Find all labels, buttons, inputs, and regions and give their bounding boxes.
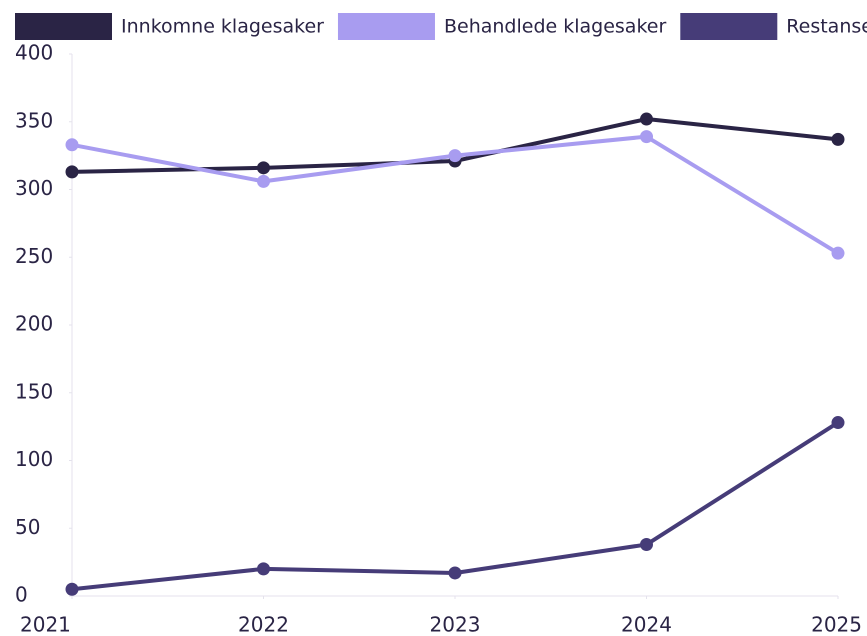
data-point (65, 582, 79, 596)
x-tick-label: 2022 (238, 613, 289, 636)
y-tick-label: 200 (15, 312, 53, 336)
data-point (257, 174, 270, 188)
y-tick-label: 400 (15, 41, 53, 65)
data-point (448, 149, 462, 163)
data-point (65, 138, 79, 152)
legend-swatch (15, 13, 112, 40)
x-tick-label: 2025 (811, 613, 862, 636)
x-tick-label: 2023 (430, 613, 481, 636)
data-point (448, 566, 462, 580)
y-tick-label: 0 (15, 583, 28, 607)
data-point (65, 165, 79, 179)
data-point (640, 112, 653, 126)
y-tick-label: 50 (15, 515, 40, 539)
legend-swatch (337, 13, 435, 40)
x-tick-label: 2024 (621, 613, 672, 636)
y-tick-label: 100 (15, 447, 53, 471)
legend-label: Innkomne klagesaker (121, 16, 324, 38)
legend-label: Restanse (786, 16, 867, 38)
x-tick-label: 2021 (20, 613, 71, 636)
legend-swatch (680, 13, 778, 40)
data-point (640, 538, 653, 552)
y-tick-label: 150 (15, 379, 53, 403)
data-point (831, 132, 845, 146)
y-tick-label: 300 (15, 176, 53, 200)
legend-label: Behandlede klagesaker (444, 16, 667, 38)
y-tick-label: 250 (15, 244, 53, 268)
data-point (640, 130, 653, 144)
data-point (257, 562, 270, 576)
legend: Innkomne klagesaker Behandlede klagesaker… (15, 13, 867, 40)
data-point (257, 161, 270, 175)
data-point (831, 246, 845, 260)
data-point (831, 416, 845, 430)
y-tick-label: 350 (15, 108, 53, 132)
series-line (71, 420, 840, 592)
